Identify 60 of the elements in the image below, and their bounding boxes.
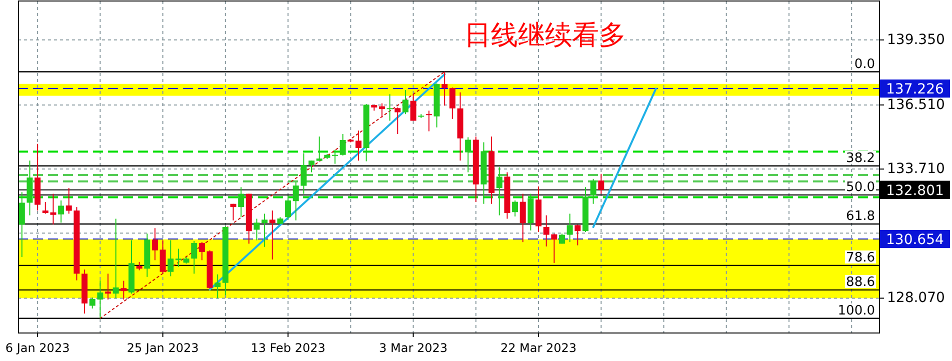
candlestick	[442, 71, 448, 106]
ref-line-label: 132.801	[886, 182, 944, 199]
candlestick	[386, 94, 393, 122]
x-tick-label: 22 Mar 2023	[500, 341, 577, 355]
candlestick	[512, 200, 518, 217]
annotation: 50.0	[846, 180, 875, 195]
candlestick	[308, 160, 315, 173]
candlestick	[58, 200, 64, 224]
annotation: 78.6	[846, 250, 875, 266]
ref-line-label: 130.654	[886, 232, 944, 248]
candlestick	[105, 273, 112, 300]
candlestick	[191, 240, 198, 274]
candlestick	[574, 224, 581, 246]
y-tick-label: 139.350	[887, 32, 945, 48]
candlestick	[520, 193, 526, 243]
x-tick-label: 25 Jan 2023	[126, 341, 199, 355]
candlestick	[112, 218, 119, 299]
candlestick	[160, 240, 166, 274]
candlestick	[285, 194, 292, 220]
candlestick	[394, 106, 401, 135]
candlestick	[449, 87, 456, 120]
x-tick-label: 13 Feb 2023	[250, 341, 326, 355]
candlestick	[198, 242, 205, 261]
ref-line-label: 137.226	[886, 82, 944, 98]
candlestick	[355, 130, 362, 162]
candlestick	[230, 203, 236, 221]
annotation: 100.0	[838, 303, 875, 318]
candlestick	[238, 186, 244, 218]
annotation: 61.8	[846, 209, 875, 224]
candlestick	[168, 240, 174, 277]
candlestick	[18, 192, 25, 258]
x-tick-label: 6 Jan 2023	[5, 341, 70, 355]
annotation: 88.6	[846, 274, 875, 290]
candlestick	[262, 213, 268, 248]
candlestick	[496, 166, 502, 216]
candlestick	[566, 213, 573, 243]
text: 日线继续看多	[464, 20, 626, 51]
candlestick	[465, 136, 472, 173]
annotation: 38.2	[846, 150, 875, 166]
candlestick	[120, 280, 127, 300]
candlestick	[340, 134, 346, 156]
candlestick	[378, 102, 385, 118]
y-tick-label: 128.070	[887, 290, 945, 306]
candlestick	[214, 274, 221, 299]
candlestick	[598, 173, 604, 194]
candlestick	[410, 94, 416, 122]
y-tick-label: 133.710	[887, 161, 945, 178]
annotation: 0.0	[854, 56, 875, 72]
candlestick	[269, 210, 276, 260]
x-tick-label: 3 Mar 2023	[379, 341, 448, 355]
candlestick	[254, 218, 260, 241]
candlestick	[66, 188, 72, 214]
candlestick	[175, 248, 182, 268]
candlestick	[152, 228, 158, 261]
candlestick	[426, 110, 432, 132]
candlestick	[316, 136, 322, 162]
candlestick	[332, 149, 338, 164]
candlestick	[590, 178, 596, 204]
candlestick	[402, 90, 408, 115]
y-tick-label: 136.510	[887, 96, 945, 113]
